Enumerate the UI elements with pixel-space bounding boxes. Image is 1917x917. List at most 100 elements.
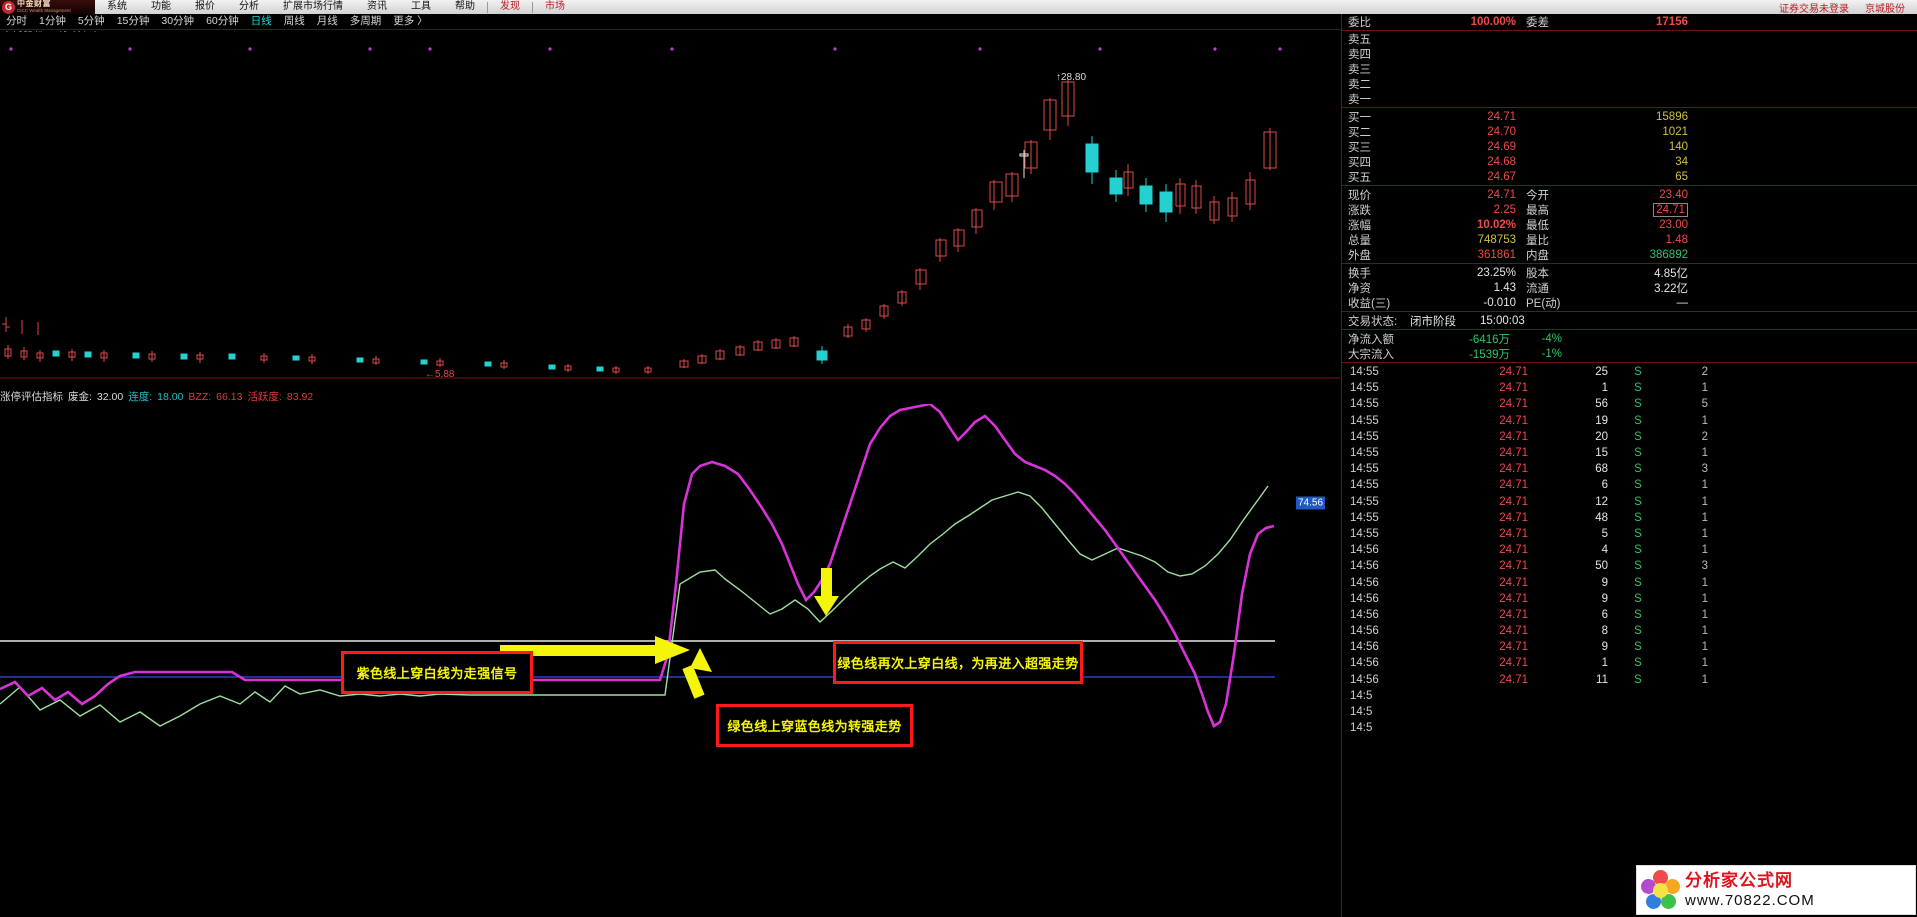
annotation-green-blue-text: 绿色线上穿蓝色线为转强走势 [727, 719, 902, 734]
tick-side: S [1634, 495, 1642, 508]
menu-item-extended-market[interactable]: 扩展市场行情 [283, 1, 343, 12]
tick-row[interactable]: 14:5 [1342, 688, 1917, 704]
tick-row[interactable]: 14:56 24.71 9 S 1 [1342, 639, 1917, 655]
bid-volume: 1021 [1662, 125, 1688, 138]
menu-item-help[interactable]: 帮助 [455, 1, 475, 12]
trade-status-value: 闭市阶段 [1410, 315, 1456, 328]
login-status[interactable]: 证券交易未登录 [1779, 3, 1849, 15]
tab-market[interactable]: 市场 [545, 1, 565, 12]
ask-row[interactable]: 卖三 [1342, 61, 1917, 76]
period-60min[interactable]: 60分钟 [206, 15, 239, 27]
menu-item-function[interactable]: 功能 [151, 1, 171, 12]
tick-row[interactable]: 14:55 24.71 20 S 2 [1342, 429, 1917, 445]
period-15min[interactable]: 15分钟 [116, 15, 150, 27]
tick-row[interactable]: 14:56 24.71 50 S 3 [1342, 558, 1917, 574]
bid-row[interactable]: 买四 24.68 34 [1342, 154, 1917, 169]
tick-row[interactable]: 14:55 24.71 68 S 3 [1342, 461, 1917, 477]
tick-row[interactable]: 14:55 24.71 15 S 1 [1342, 445, 1917, 461]
tick-row[interactable]: 14:5 [1342, 720, 1917, 736]
tick-side: S [1634, 414, 1642, 427]
menu-item-news[interactable]: 资讯 [367, 1, 387, 12]
stat-value-inner: 386892 [1649, 248, 1688, 261]
tick-row[interactable]: 14:56 24.71 1 S 1 [1342, 655, 1917, 671]
stat-row-change: 涨跌 2.25 最高 24.71 [1342, 202, 1917, 217]
menu-item-system[interactable]: 系统 [107, 1, 127, 12]
annotation-green-cross-blue[interactable]: 绿色线上穿蓝色线为转强走势 [716, 704, 913, 747]
bid-row[interactable]: 买二 24.70 1021 [1342, 124, 1917, 139]
tick-volume: 56 [1595, 398, 1608, 411]
ask-row[interactable]: 卖四 [1342, 46, 1917, 61]
stat-label-volratio: 量比 [1526, 234, 1549, 247]
bid-row[interactable]: 买一 24.71 15896 [1342, 109, 1917, 124]
stat-row-netasset: 净资 1.43 流通 3.22亿 [1342, 280, 1917, 295]
tick-volume: 4 [1601, 544, 1608, 557]
bid-row[interactable]: 买三 24.69 140 [1342, 139, 1917, 154]
indicator-title: 涨停评估指标 [0, 391, 63, 403]
annotation-purple-cross-white[interactable]: 紫色线上穿白线为走强信号 [341, 651, 533, 694]
period-30min[interactable]: 30分钟 [161, 15, 195, 27]
indicator-field-label-1: 连度: [128, 391, 153, 403]
bid-row[interactable]: 买五 24.67 65 [1342, 169, 1917, 184]
quote-ratio-label: 委比 [1348, 17, 1371, 29]
quote-divider-4 [1342, 311, 1917, 312]
annotation-green-cross-white[interactable]: 绿色线再次上穿白线，为再进入超强走势 [833, 641, 1083, 684]
tick-row[interactable]: 14:55 24.71 56 S 5 [1342, 396, 1917, 412]
tick-volume: 9 [1601, 641, 1608, 654]
menu-item-analysis[interactable]: 分析 [239, 1, 259, 12]
stat-value-current: 24.71 [1487, 188, 1516, 201]
annotation-purple-text: 紫色线上穿白线为走强信号 [356, 666, 518, 681]
price-chart-pane[interactable]: ↑28.80 ←5.88 财 跌 类 涨 [0, 32, 1340, 382]
period-multi[interactable]: 多周期 [349, 15, 382, 27]
period-monthly[interactable]: 月线 [316, 15, 338, 27]
period-more[interactable]: 更多 〉 [393, 15, 428, 27]
netflow-label: 净流入额 [1348, 333, 1394, 346]
period-daily[interactable]: 日线 [250, 15, 272, 27]
indicator-chart-pane[interactable] [0, 404, 1340, 917]
tick-side: S [1634, 641, 1642, 654]
period-weekly[interactable]: 周线 [283, 15, 305, 27]
tick-price: 24.71 [1499, 511, 1528, 524]
ask-row[interactable]: 卖二 [1342, 76, 1917, 91]
stat-row-eps: 收益(三) -0.010 PE(动) — [1342, 295, 1917, 310]
tick-row[interactable]: 14:55 24.71 1 S 1 [1342, 380, 1917, 396]
stat-value-netasset: 1.43 [1493, 281, 1516, 294]
bid-label: 买一 [1348, 111, 1371, 124]
tick-row[interactable]: 14:55 24.71 5 S 1 [1342, 526, 1917, 542]
tick-row[interactable]: 14:55 24.71 6 S 1 [1342, 477, 1917, 493]
tick-time: 14:55 [1350, 398, 1379, 411]
tick-count: 1 [1701, 608, 1708, 621]
ask-row[interactable]: 卖五 [1342, 31, 1917, 46]
tick-row[interactable]: 14:56 24.71 4 S 1 [1342, 542, 1917, 558]
tick-row[interactable]: 14:56 24.71 9 S 1 [1342, 591, 1917, 607]
period-5min[interactable]: 5分钟 [77, 15, 105, 27]
tick-row[interactable]: 14:55 24.71 25 S 2 [1342, 364, 1917, 380]
tab-discover[interactable]: 发现 [500, 1, 520, 12]
tick-row[interactable]: 14:55 24.71 19 S 1 [1342, 413, 1917, 429]
ask-label: 卖四 [1348, 48, 1371, 61]
period-1min[interactable]: 1分钟 [39, 15, 66, 27]
menu-item-quotes[interactable]: 报价 [195, 1, 215, 12]
tick-row[interactable]: 14:56 24.71 11 S 1 [1342, 672, 1917, 688]
bid-volume: 140 [1668, 140, 1688, 153]
ask-row[interactable]: 卖一 [1342, 91, 1917, 106]
tick-side: S [1634, 463, 1642, 476]
tick-time: 14:55 [1350, 495, 1379, 508]
tick-row[interactable]: 14:56 24.71 9 S 1 [1342, 574, 1917, 590]
stat-label-high: 最高 [1526, 204, 1549, 217]
tick-price: 24.71 [1499, 495, 1528, 508]
tick-row[interactable]: 14:55 24.71 12 S 1 [1342, 494, 1917, 510]
blockflow-pct: -1% [1541, 347, 1562, 360]
trade-status-row: 交易状态: 闭市阶段 15:00:03 [1342, 313, 1917, 328]
tick-count: 1 [1701, 479, 1708, 492]
tick-side: S [1634, 398, 1642, 411]
stat-label-volume: 总量 [1348, 234, 1371, 247]
logo-sub: CICC Wealth Management [17, 7, 71, 13]
tick-row[interactable]: 14:5 [1342, 704, 1917, 720]
tick-list[interactable]: 14:55 24.71 25 S 2 14:55 24.71 1 S 1 14:55 24.71 5… [1342, 364, 1917, 736]
period-minute-chart[interactable]: 分时 [6, 15, 27, 27]
tick-row[interactable]: 14:56 24.71 8 S 1 [1342, 623, 1917, 639]
indicator-header: 涨停评估指标 废金: 32.00 连度: 18.00 BZZ: 66.13 活跃… [0, 389, 318, 404]
tick-row[interactable]: 14:56 24.71 6 S 1 [1342, 607, 1917, 623]
menu-item-tools[interactable]: 工具 [411, 1, 431, 12]
tick-row[interactable]: 14:55 24.71 48 S 1 [1342, 510, 1917, 526]
